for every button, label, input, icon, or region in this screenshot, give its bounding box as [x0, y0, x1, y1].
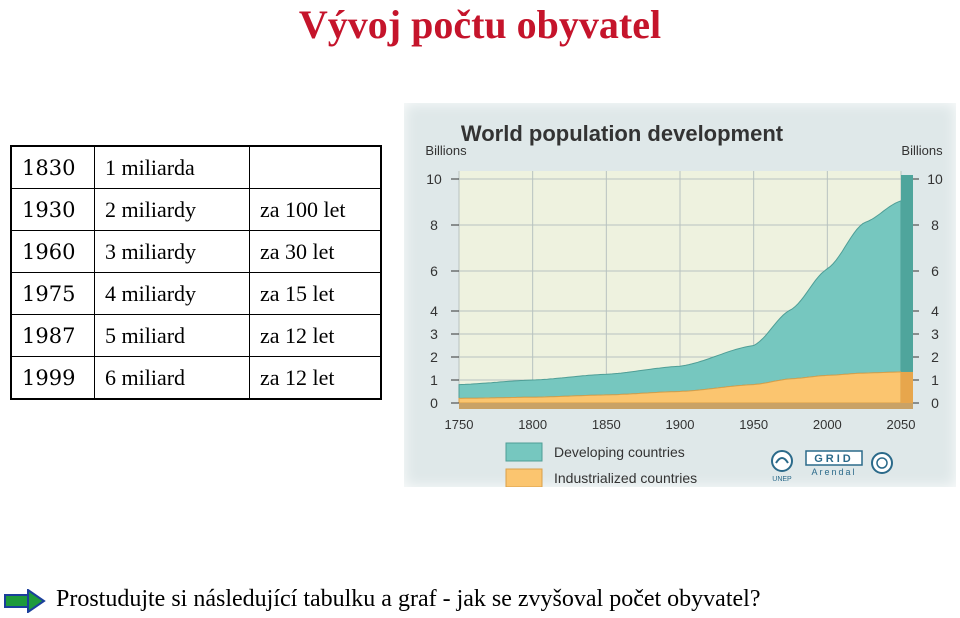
table-cell-year: 1930	[10, 188, 95, 231]
table-cell-interval: za 12 let	[249, 356, 382, 400]
chart-axes: 0 1 2 3 4 6 8 10 0 1 2 3 4 6 8 10 1750 1800 1850 1900 1950 20…	[426, 171, 943, 432]
chart-title: World population development	[461, 121, 784, 146]
grid-logo-text: GRID	[814, 453, 854, 465]
chart-svg: World population development Billions Bi…	[425, 121, 943, 487]
x-tick-label: 1950	[739, 417, 768, 432]
legend-label: Industrialized countries	[554, 470, 697, 486]
y-tick-label-right: 4	[931, 303, 939, 319]
y-tick-label-right: 3	[931, 326, 939, 342]
x-tick-label: 2050	[887, 417, 916, 432]
x-tick-label: 1850	[592, 417, 621, 432]
chart-base	[459, 403, 913, 409]
area-industrialized-countries	[458, 371, 902, 404]
table-row: 1960 3 miliardy za 30 let	[10, 230, 382, 273]
y-tick-label-left: 8	[430, 217, 438, 233]
right-edge-industrialized	[901, 371, 913, 403]
y-tick-label-right: 8	[931, 217, 939, 233]
y-tick-label-left: 3	[430, 326, 438, 342]
table-cell-year: 1960	[10, 230, 95, 273]
y-tick-label-left: 6	[430, 263, 438, 279]
table-cell-population: 6 miliard	[94, 356, 250, 400]
table-cell-population: 3 miliardy	[94, 230, 250, 273]
x-tick-label: 1750	[445, 417, 474, 432]
table-cell-population: 4 miliardy	[94, 272, 250, 315]
un-logo-inner	[876, 457, 888, 469]
grid-logo-icon	[805, 450, 863, 466]
table-cell-interval: za 12 let	[249, 314, 382, 357]
x-tick-label: 1800	[518, 417, 547, 432]
chart-logos: UNEP GRID Arendal	[771, 450, 893, 483]
legend-swatch	[505, 468, 543, 487]
table-row: 1930 2 miliardy za 100 let	[10, 188, 382, 231]
table-cell-interval: za 30 let	[249, 230, 382, 273]
population-table: 1830 1 miliarda 1930 2 miliardy za 100 let 19…	[10, 145, 382, 400]
bottom-note: Prostudujte si následující tabulku a gra…	[0, 586, 960, 618]
arrow-right-icon	[4, 589, 46, 613]
table-row: 1999 6 miliard za 12 let	[10, 356, 382, 400]
slide-title: Vývoj počtu obyvatel	[298, 2, 662, 47]
un-logo-icon	[871, 452, 893, 474]
table-row: 1830 1 miliarda	[10, 145, 382, 189]
chart-areas	[458, 175, 913, 409]
table-cell-year: 1999	[10, 356, 95, 400]
y-tick-label-left: 2	[430, 349, 438, 365]
table-row: 1987 5 miliard za 12 let	[10, 314, 382, 357]
y-tick-label-right: 0	[931, 395, 939, 411]
y-tick-label-right: 10	[927, 171, 943, 187]
chart-legend: Developing countries Industrialized count…	[505, 442, 697, 487]
table-cell-interval: za 100 let	[249, 188, 382, 231]
table-cell-population: 5 miliard	[94, 314, 250, 357]
table-cell-year: 1830	[10, 145, 95, 189]
unep-logo-icon	[771, 450, 793, 472]
x-tick-label: 2000	[813, 417, 842, 432]
instruction-text: Prostudujte si následující tabulku a gra…	[56, 586, 761, 612]
table-cell-year: 1975	[10, 272, 95, 315]
table-cell-interval	[249, 145, 382, 189]
table-row: 1975 4 miliardy za 15 let	[10, 272, 382, 315]
table-cell-interval: za 15 let	[249, 272, 382, 315]
legend-label: Developing countries	[554, 444, 685, 460]
unep-logo-text: UNEP	[772, 476, 792, 483]
arendal-logo-text: Arendal	[811, 467, 856, 477]
unep-logo-mark	[775, 457, 789, 464]
y-tick-label-right: 1	[931, 372, 939, 388]
y-tick-label-right: 6	[931, 263, 939, 279]
y-tick-label-left: 4	[430, 303, 438, 319]
y-tick-label-left: 0	[430, 395, 438, 411]
y-tick-label-left: 1	[430, 372, 438, 388]
right-edge-developing	[901, 175, 913, 403]
table-cell-population: 1 miliarda	[94, 145, 250, 189]
y-tick-label-left: 10	[426, 171, 442, 187]
table-cell-population: 2 miliardy	[94, 188, 250, 231]
table-cell-year: 1987	[10, 314, 95, 357]
y-axis-left-label: Billions	[425, 143, 467, 158]
x-tick-label: 1900	[666, 417, 695, 432]
y-tick-label-right: 2	[931, 349, 939, 365]
population-chart: World population development Billions Bi…	[404, 103, 956, 487]
legend-swatch	[505, 442, 543, 462]
y-axis-right-label: Billions	[901, 143, 943, 158]
